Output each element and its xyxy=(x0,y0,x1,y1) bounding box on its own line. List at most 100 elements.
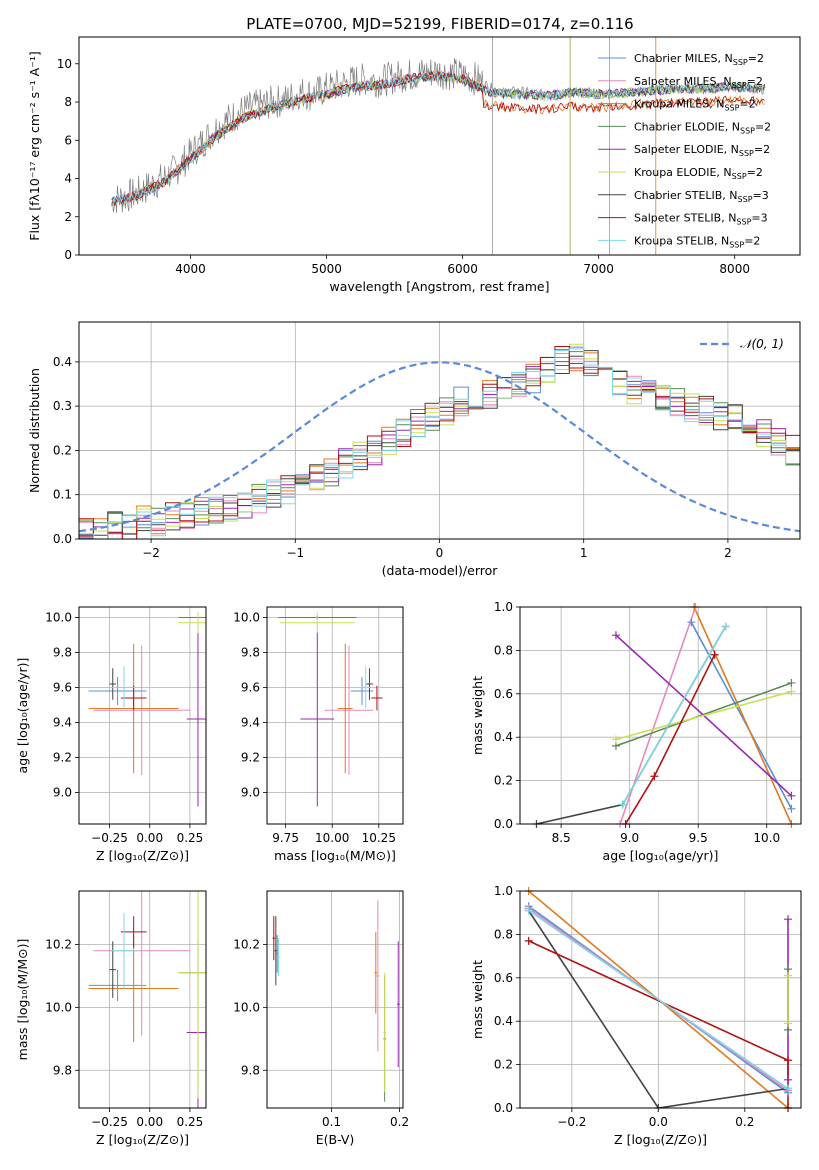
weight-marker xyxy=(787,804,796,813)
axes-frame xyxy=(266,890,404,1109)
legend-subscript: SSP xyxy=(733,58,748,67)
y-tick-label: 9.2 xyxy=(241,751,260,765)
y-tick-label: 9.4 xyxy=(53,716,72,730)
x-tick-label: 8.5 xyxy=(552,831,571,845)
y-axis-label: mass weight xyxy=(470,960,485,1039)
y-tick-label: 6 xyxy=(64,133,72,147)
y-tick-label: 9.8 xyxy=(53,646,72,660)
legend-suffix: =3 xyxy=(751,212,767,225)
x-tick-label: 10.25 xyxy=(362,831,396,845)
y-tick-label: 10 xyxy=(57,57,72,71)
panel-mass-weight-vs-age: 8.5 9.0 9.5 10.0 0.0 0.2 0.4 0.6 0.8 1.0 age [log₁… xyxy=(470,600,802,863)
x-tick-label: 2 xyxy=(724,546,732,560)
legend-subscript: SSP xyxy=(729,240,744,249)
plot-area xyxy=(536,607,793,824)
y-tick-label: 10.0 xyxy=(233,611,260,625)
y-tick-label: 10.0 xyxy=(233,1000,260,1014)
weight-marker xyxy=(784,1019,793,1028)
y-tick-label: 0.6 xyxy=(494,971,513,985)
y-axis-label: Flux [fλ10⁻¹⁷ erg cm⁻² s⁻¹ A⁻¹] xyxy=(27,51,42,240)
weight-marker xyxy=(710,650,719,659)
y-tick-label: 0.4 xyxy=(53,355,72,369)
legend-label: Chabrier MILES, NSSP=2 xyxy=(634,52,764,67)
panel-residuals: −2 −1 0 1 2 0.0 0.1 0.2 0.3 0.4 (data-model)/error… xyxy=(27,321,801,578)
x-axis-label: Z [log₁₀(Z/Z⊙)] xyxy=(614,1132,707,1147)
weight-marker xyxy=(784,1084,793,1093)
weight-line xyxy=(528,909,789,1090)
legend-label: Kroupa STELIB, NSSP=2 xyxy=(634,234,760,249)
weight-marker xyxy=(784,971,793,980)
axes-frame xyxy=(78,321,801,540)
x-tick-label: 10.00 xyxy=(315,831,349,845)
y-tick-label: 10.0 xyxy=(45,611,72,625)
x-tick-label: 6000 xyxy=(447,262,478,276)
legend-suffix: =2 xyxy=(747,75,763,88)
legend-subscript: SSP xyxy=(724,104,739,113)
y-tick-label: 9.2 xyxy=(53,751,72,765)
plot-area xyxy=(88,612,206,807)
weight-marker xyxy=(618,800,627,809)
axes-frame xyxy=(519,890,802,1109)
histogram-series xyxy=(79,346,800,539)
legend-suffix: =2 xyxy=(744,234,760,247)
plot-area xyxy=(278,612,383,807)
weight-marker xyxy=(721,622,730,631)
x-tick-label: 0.2 xyxy=(735,1115,754,1129)
y-tick-label: 0 xyxy=(64,248,72,262)
weight-marker xyxy=(784,1075,793,1084)
y-axis-label: Normed distribution xyxy=(27,368,42,493)
weight-line xyxy=(693,607,793,824)
x-axis-label: Z [log₁₀(Z/Z⊙)] xyxy=(96,1132,189,1147)
x-axis-label: Z [log₁₀(Z/Z⊙)] xyxy=(96,848,189,863)
x-axis-label: (data-model)/error xyxy=(382,563,499,578)
weight-line xyxy=(690,621,793,810)
y-tick-label: 8 xyxy=(64,95,72,109)
legend-subscript: SSP xyxy=(732,172,747,181)
weight-marker xyxy=(611,631,620,640)
legend-suffix: =2 xyxy=(754,143,770,156)
histogram-series xyxy=(79,343,800,532)
y-tick-label: 0.8 xyxy=(494,927,513,941)
plot-area xyxy=(79,343,800,539)
x-axis-label: age [log₁₀(age/yr)] xyxy=(603,848,719,863)
x-tick-label: 0.00 xyxy=(136,1115,163,1129)
y-tick-label: 0.4 xyxy=(494,1014,513,1028)
gaussian-curve xyxy=(79,361,800,533)
y-tick-label: 9.6 xyxy=(241,681,260,695)
y-tick-label: 1.0 xyxy=(494,884,513,898)
weight-marker xyxy=(787,678,796,687)
legend-label: Kroupa ELODIE, NSSP=2 xyxy=(634,166,763,181)
x-tick-label: 9.0 xyxy=(620,831,639,845)
weight-marker xyxy=(524,906,533,915)
y-tick-label: 0.6 xyxy=(494,687,513,701)
y-tick-label: 0.8 xyxy=(494,643,513,657)
weight-marker xyxy=(784,1056,793,1065)
x-tick-label: 0.2 xyxy=(390,1115,409,1129)
axes-frame xyxy=(266,606,404,825)
weight-marker xyxy=(524,936,533,945)
weight-marker xyxy=(611,735,620,744)
x-tick-label: −0.2 xyxy=(557,1115,586,1129)
x-tick-label: 4000 xyxy=(175,262,206,276)
y-tick-label: 0.2 xyxy=(53,443,72,457)
weight-marker xyxy=(787,791,796,800)
legend-suffix: =2 xyxy=(739,98,755,111)
x-tick-label: −2 xyxy=(142,546,160,560)
x-tick-label: 9.75 xyxy=(272,831,299,845)
legend-suffix: =2 xyxy=(747,166,763,179)
legend-subscript: SSP xyxy=(740,126,755,135)
y-tick-label: 0.0 xyxy=(494,1101,513,1115)
y-axis-label: mass [log₁₀(M/M⊙)] xyxy=(15,939,30,1061)
legend-subscript: SSP xyxy=(732,81,747,90)
panel-age-vs-Z: −0.25 0.00 0.25 9.0 9.2 9.4 9.6 9.8 10.0 Z [log₁₀… xyxy=(15,606,207,863)
y-tick-label: 0.2 xyxy=(494,1058,513,1072)
x-axis-label: wavelength [Angstrom, rest frame] xyxy=(329,279,549,294)
y-tick-label: 9.8 xyxy=(53,1063,72,1077)
x-tick-label: 10.0 xyxy=(753,831,780,845)
figure-title: PLATE=0700, MJD=52199, FIBERID=0174, z=0… xyxy=(246,15,633,33)
weight-line xyxy=(615,690,792,741)
y-tick-label: 9.4 xyxy=(241,716,260,730)
y-tick-label: 9.6 xyxy=(53,681,72,695)
y-tick-label: 10.0 xyxy=(45,1000,72,1014)
y-tick-label: 0.0 xyxy=(53,532,72,546)
